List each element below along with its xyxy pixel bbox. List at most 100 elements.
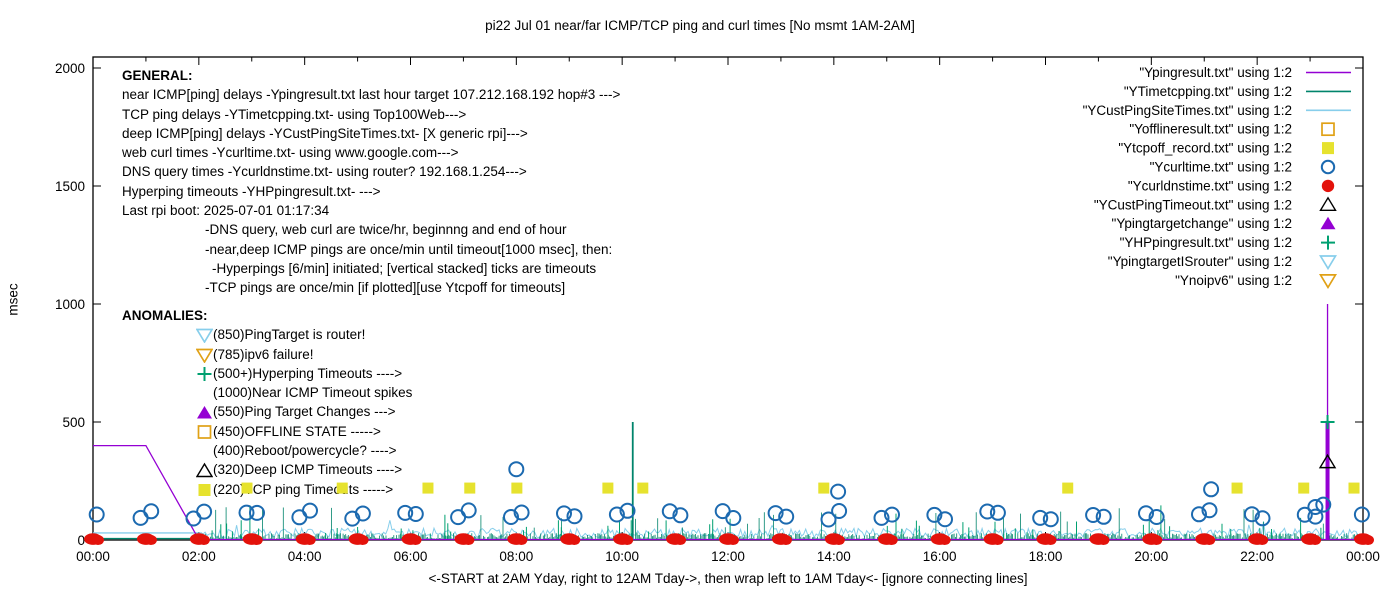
curl-circle [503, 509, 519, 525]
anomaly-glyph [196, 329, 213, 344]
curl-circle [1085, 507, 1102, 523]
legend-label: "Ypingresult.txt" using 1:2 [1139, 65, 1292, 80]
dns-dot [621, 535, 634, 546]
tcpoff-square [511, 482, 523, 494]
x-tick-label: 00:00 [1346, 549, 1380, 564]
curl-circle [249, 504, 265, 521]
series-YHPpingresult [211, 505, 1322, 540]
curl-circle [619, 502, 636, 519]
curl-circle [397, 504, 414, 521]
anomaly-tri-down-open-icon [196, 326, 213, 344]
anomaly-row: (785)ipv6 failure! [122, 345, 412, 364]
general-line: deep ICMP[ping] delays -YCustPingSiteTim… [122, 125, 528, 141]
dns-dot [674, 535, 687, 546]
curl-circle [884, 506, 900, 523]
x-tick-label: 00:00 [76, 549, 110, 564]
x-tick-label: 08:00 [499, 549, 533, 564]
curl-circle [926, 506, 943, 523]
curl-circle [1138, 505, 1154, 522]
curl-circle [566, 508, 583, 525]
legend-cross-icon [1321, 235, 1335, 250]
anomaly-row: (500+)Hyperping Timeouts ----> [122, 364, 412, 383]
x-tick-label: 02:00 [182, 549, 216, 564]
anomaly-row: (320)Deep ICMP Timeouts ----> [122, 460, 412, 479]
curl-circle [830, 483, 847, 500]
curl-circle [407, 506, 424, 522]
x-tick-label: 04:00 [288, 549, 322, 564]
x-tick-label: 06:00 [394, 549, 428, 564]
y-axis-ticks: 0 500 1000 1500 2000 [55, 61, 1363, 548]
legend-tri-up-filled-icon [1320, 216, 1336, 230]
legend-label: "Ycurldnstime.txt" using 1:2 [1128, 178, 1292, 193]
curl-circle [672, 507, 689, 524]
curl-circle [143, 503, 160, 520]
anomaly-tri-up-open-icon [196, 462, 213, 479]
curl-circle [1148, 509, 1165, 525]
x-tick-label: 20:00 [1134, 549, 1168, 564]
y-tick-label: 1000 [55, 297, 85, 312]
anomaly-text: (550)Ping Target Changes ---> [213, 404, 396, 420]
y-tick-label: 2000 [55, 61, 85, 76]
curl-circle [767, 505, 784, 522]
series-Ycurltime [88, 461, 1370, 528]
legend: "Ypingresult.txt" using 1:2 "YTimetcpping… [1083, 65, 1351, 290]
dns-dot [1150, 535, 1163, 546]
dns-dot [462, 535, 475, 546]
general-notes-block: GENERAL: near ICMP[ping] delays -Ypingres… [122, 66, 620, 298]
curl-circle [1307, 499, 1324, 515]
curl-circle [132, 509, 149, 526]
hyperping-timeout-cross [1320, 415, 1335, 429]
curl-circle [513, 504, 530, 521]
general-line: Last rpi boot: 2025-07-01 01:17:34 [122, 203, 330, 219]
dns-dot [1044, 535, 1057, 546]
anomaly-row: (220)TCP ping Timeouts -----> [122, 480, 412, 499]
dns-dot [303, 535, 316, 546]
dns-dot [1097, 535, 1110, 546]
anomaly-text: (450)OFFLINE STATE -----> [213, 423, 381, 439]
series-YHPpingresult-markers [1320, 415, 1335, 429]
tcpoff-square [464, 482, 476, 494]
dns-dot [779, 535, 792, 546]
legend-label: "Ycurltime.txt" using 1:2 [1150, 160, 1292, 175]
legend-label: "YHPpingresult.txt" using 1:2 [1120, 235, 1292, 250]
curl-circle [778, 508, 795, 525]
curl-circle [1201, 502, 1218, 519]
anomaly-row: (850)PingTarget is router! [122, 325, 412, 344]
dns-dot [1203, 535, 1216, 546]
curl-circle [1254, 510, 1271, 527]
anomaly-text: (850)PingTarget is router! [213, 327, 366, 343]
anomaly-row: (400)Reboot/powercycle? ----> [122, 441, 412, 460]
tcpoff-square [1348, 482, 1360, 494]
anomaly-text: (1000)Near ICMP Timeout spikes [213, 385, 413, 401]
curl-circle [831, 503, 848, 519]
curl-circle [873, 509, 890, 526]
curl-circle [1307, 508, 1324, 525]
curl-circle [1191, 506, 1207, 523]
anomalies-header: ANOMALIES: [122, 308, 208, 323]
tcpoff-square [818, 482, 830, 494]
curl-circle [1095, 508, 1112, 525]
x-tick-label: 18:00 [1029, 549, 1063, 564]
y-tick-label: 500 [62, 415, 85, 430]
x-axis-caption: <-START at 2AM Yday, right to 12AM Tday-… [428, 571, 1028, 586]
curl-circle [608, 506, 625, 523]
general-header: GENERAL: [122, 68, 193, 83]
curl-circle [661, 503, 678, 520]
dns-dot [727, 535, 739, 546]
general-line: near ICMP[ping] delays -Ypingresult.txt … [122, 87, 621, 103]
dns-dot [409, 535, 422, 546]
y-tick-label: 1500 [55, 179, 85, 194]
curl-circle [1315, 496, 1332, 513]
curl-circle [508, 461, 525, 478]
legend-label: "YCustPingTimeout.txt" using 1:2 [1094, 197, 1292, 212]
legend-label: "Ypingtargetchange" using 1:2 [1112, 216, 1292, 231]
tcpoff-square [637, 482, 649, 494]
dns-dot [1309, 535, 1322, 546]
dns-dot [1256, 535, 1269, 546]
anomaly-text: (400)Reboot/powercycle? ----> [213, 443, 397, 459]
curl-circle [1243, 506, 1260, 523]
legend-label: "YCustPingSiteTimes.txt" using 1:2 [1083, 103, 1292, 118]
dns-dot [885, 535, 898, 546]
